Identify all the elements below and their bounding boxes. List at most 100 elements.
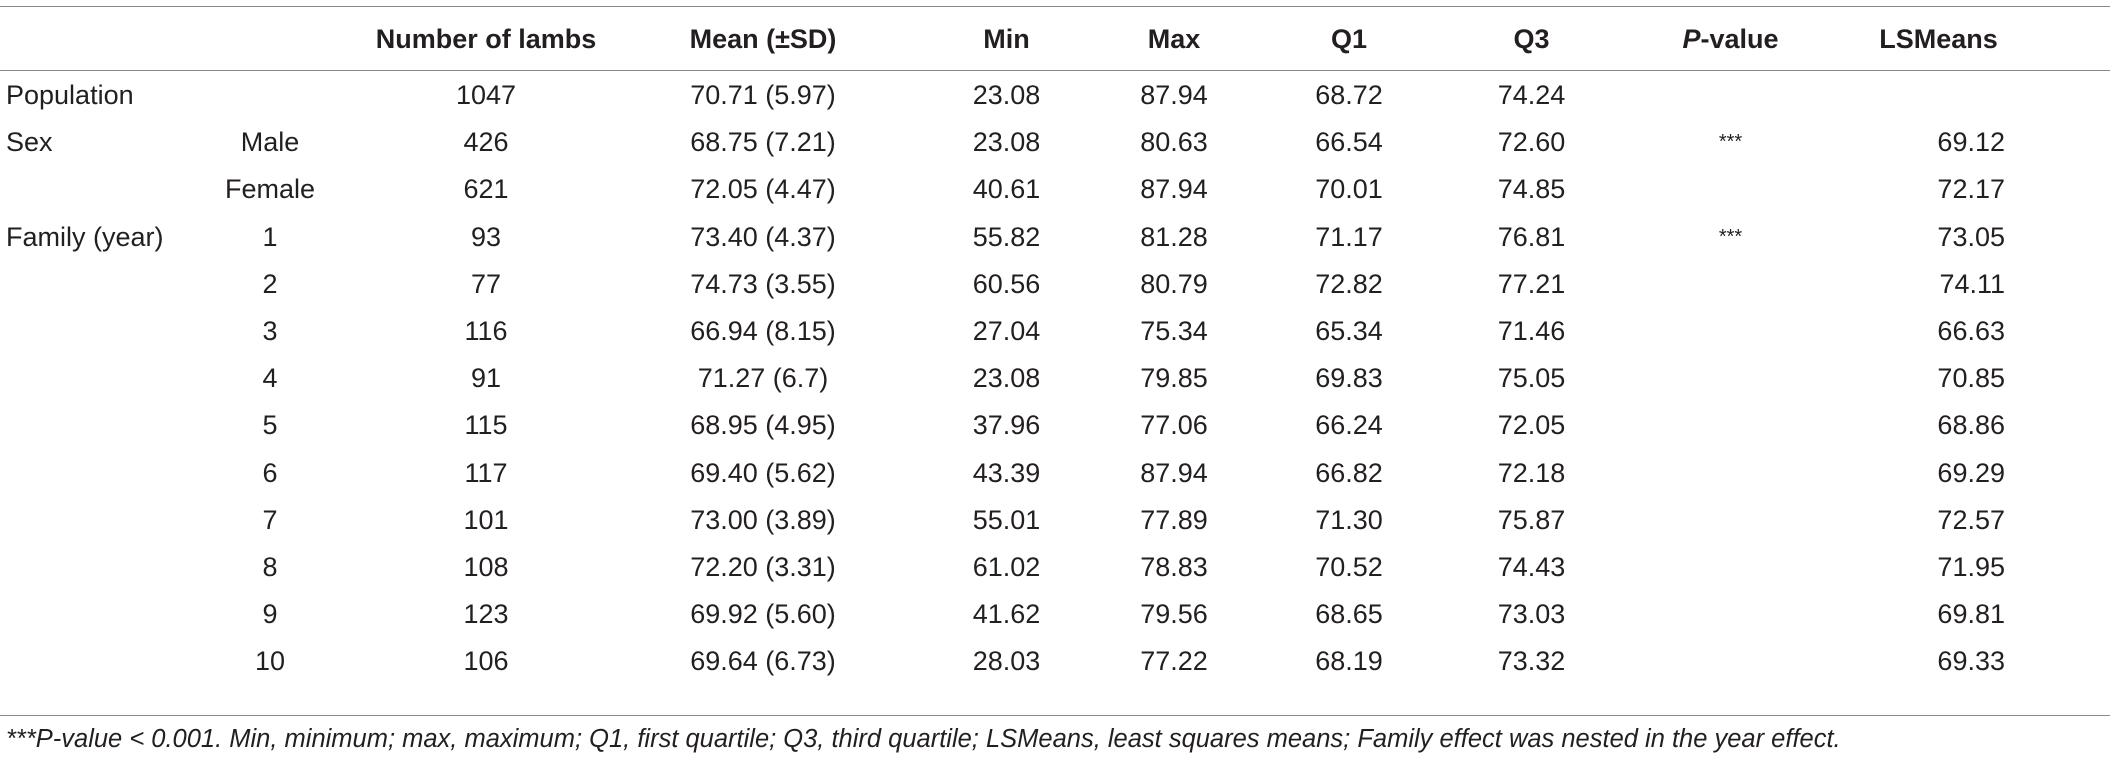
row-label <box>0 166 170 213</box>
table-row: 5 115 68.95 (4.95) 37.96 77.06 66.24 72.05 68.8… <box>0 402 2110 449</box>
cell-q1: 71.17 <box>1315 221 1383 252</box>
cell-mean-sd: 72.20 (3.31) <box>690 551 836 582</box>
table-footnote: ***P-value < 0.001. Min, minimum; max, m… <box>6 725 1841 753</box>
cell-number-of-lambs: 115 <box>464 410 508 441</box>
cell-number-of-lambs: 621 <box>463 174 509 205</box>
table-row: 4 91 71.27 (6.7) 23.08 79.85 69.83 75.05 70.85 <box>0 355 2110 402</box>
cell-max: 87.94 <box>1140 80 1208 111</box>
cell-p-value <box>1624 166 1837 213</box>
row-sublabel: 6 <box>262 457 278 488</box>
cell-q1: 68.65 <box>1315 599 1383 630</box>
cell-mean-sd: 70.71 (5.97) <box>690 80 836 111</box>
row-sublabel <box>170 70 370 119</box>
cell-mean-sd: 69.64 (6.73) <box>690 646 836 677</box>
cell-q1: 68.72 <box>1315 80 1383 111</box>
cell-q3: 74.43 <box>1497 551 1566 582</box>
cell-p-value <box>1624 70 1837 119</box>
header-mean-sd: Mean (±SD) <box>689 23 837 54</box>
cell-lsmeans: 74.11 <box>1939 268 2005 299</box>
cell-mean-sd: 66.94 (8.15) <box>690 316 836 347</box>
cell-max: 77.22 <box>1140 646 1208 677</box>
table-body: Population 1047 70.71 (5.97) 23.08 87.94 68.7… <box>0 70 2110 685</box>
cell-max: 81.28 <box>1140 221 1208 252</box>
cell-max: 77.06 <box>1140 410 1208 441</box>
cell-mean-sd: 68.75 (7.21) <box>690 127 836 158</box>
cell-lsmeans: 66.63 <box>1937 316 2005 347</box>
cell-max: 79.56 <box>1140 599 1208 630</box>
row-sublabel: 9 <box>262 599 278 630</box>
cell-number-of-lambs: 91 <box>470 363 502 394</box>
row-sublabel: 8 <box>262 551 278 582</box>
cell-p-value <box>1624 450 1837 497</box>
cell-mean-sd: 69.40 (5.62) <box>690 457 836 488</box>
cell-q1: 70.01 <box>1315 174 1383 205</box>
cell-q1: 66.54 <box>1315 127 1383 158</box>
cell-max: 87.94 <box>1140 457 1208 488</box>
row-label <box>0 308 170 355</box>
cell-number-of-lambs: 116 <box>464 316 508 347</box>
cell-q3: 76.81 <box>1497 221 1566 252</box>
row-sublabel: 1 <box>262 221 278 252</box>
table-row: Family (year) 1 93 73.40 (4.37) 55.82 81.28 71… <box>0 214 2110 261</box>
row-label <box>0 544 170 591</box>
row-sublabel: 2 <box>262 268 278 299</box>
cell-p-value: *** <box>1718 225 1743 248</box>
table-row: Sex Male 426 68.75 (7.21) 23.08 80.63 66.54 72.… <box>0 119 2110 166</box>
cell-number-of-lambs: 426 <box>463 127 509 158</box>
cell-p-value <box>1624 402 1837 449</box>
cell-p-value <box>1624 544 1837 591</box>
row-label <box>0 591 170 638</box>
cell-number-of-lambs: 123 <box>463 599 509 630</box>
row-label: Population <box>6 80 134 111</box>
cell-q3: 75.87 <box>1497 504 1566 535</box>
table-row: 9 123 69.92 (5.60) 41.62 79.56 68.65 73.03 69.8… <box>0 591 2110 638</box>
cell-q3: 75.05 <box>1497 363 1566 394</box>
cell-min: 41.62 <box>972 599 1041 630</box>
header-lsmeans: LSMeans <box>1879 23 1998 54</box>
table-header-rule <box>0 70 2110 71</box>
cell-lsmeans: 71.95 <box>1937 551 2005 582</box>
cell-min: 43.39 <box>972 457 1041 488</box>
header-max: Max <box>1147 23 1201 54</box>
header-p-value: P-value <box>1624 8 1837 70</box>
cell-lsmeans: 73.05 <box>1937 221 2005 252</box>
cell-q3: 71.46 <box>1497 316 1566 347</box>
cell-lsmeans: 69.29 <box>1937 457 2005 488</box>
cell-lsmeans: 72.57 <box>1937 504 2005 535</box>
cell-q3: 74.24 <box>1497 80 1566 111</box>
cell-lsmeans: 69.12 <box>1937 127 2005 158</box>
cell-lsmeans <box>1837 70 2110 119</box>
header-min: Min <box>983 23 1030 54</box>
row-label <box>0 497 170 544</box>
cell-q3: 77.21 <box>1497 268 1566 299</box>
row-sublabel: 5 <box>262 410 278 441</box>
cell-lsmeans: 70.85 <box>1937 363 2005 394</box>
cell-p-value <box>1624 308 1837 355</box>
cell-max: 77.89 <box>1140 504 1208 535</box>
header-q3: Q3 <box>1513 23 1550 54</box>
table-row: Female 621 72.05 (4.47) 40.61 87.94 70.01 74.8… <box>0 166 2110 213</box>
cell-p-value <box>1624 591 1837 638</box>
cell-min: 61.02 <box>972 551 1041 582</box>
cell-number-of-lambs: 93 <box>470 221 502 252</box>
cell-number-of-lambs: 108 <box>463 551 509 582</box>
cell-min: 55.82 <box>972 221 1041 252</box>
cell-max: 80.79 <box>1140 268 1208 299</box>
cell-number-of-lambs: 77 <box>470 268 502 299</box>
row-label <box>0 261 170 308</box>
cell-max: 75.34 <box>1140 316 1208 347</box>
cell-q1: 70.52 <box>1315 551 1383 582</box>
row-label <box>0 355 170 402</box>
cell-p-value <box>1624 261 1837 308</box>
header-cell <box>170 8 370 70</box>
cell-q3: 73.03 <box>1497 599 1566 630</box>
header-cell <box>0 8 170 70</box>
cell-min: 23.08 <box>972 127 1041 158</box>
row-label <box>0 638 170 685</box>
cell-max: 80.63 <box>1140 127 1208 158</box>
cell-min: 28.03 <box>972 646 1041 677</box>
row-sublabel: 7 <box>262 504 278 535</box>
table-bottom-rule <box>0 715 2110 716</box>
cell-mean-sd: 74.73 (3.55) <box>690 268 836 299</box>
